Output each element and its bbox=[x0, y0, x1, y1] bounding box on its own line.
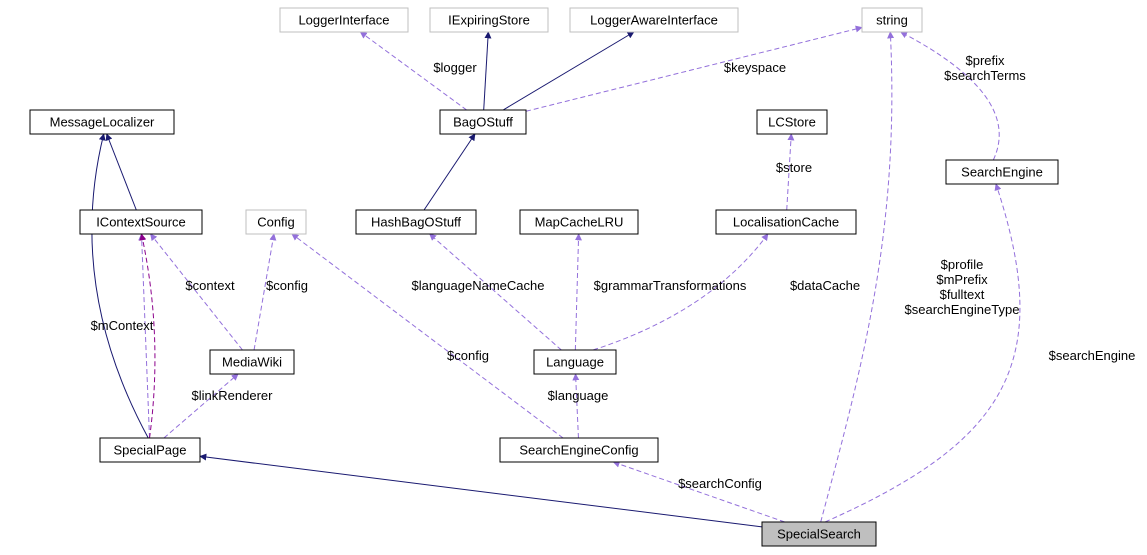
edge-label-SpecialSearch-string-3: $searchEngineType bbox=[905, 302, 1020, 317]
edge-label-SearchEngine-string-0: $prefix bbox=[965, 53, 1005, 68]
edge-label-BagOStuff-LoggerInterface: $logger bbox=[433, 60, 477, 75]
node-Language[interactable]: Language bbox=[534, 350, 616, 374]
node-Config[interactable]: Config bbox=[246, 210, 306, 234]
node-LCStore[interactable]: LCStore bbox=[757, 110, 827, 134]
edge-label-SearchEngine-string-1: $searchTerms bbox=[944, 68, 1026, 83]
edge-label-SpecialPage-MediaWiki: $linkRenderer bbox=[192, 388, 274, 403]
node-MapCacheLRU[interactable]: MapCacheLRU bbox=[520, 210, 638, 234]
node-HashBagOStuff[interactable]: HashBagOStuff bbox=[356, 210, 476, 234]
edge-SpecialPage-MessageLocalizer bbox=[92, 134, 148, 438]
edge-label-BagOStuff-string: $keyspace bbox=[724, 60, 786, 75]
node-label-IContextSource: IContextSource bbox=[96, 214, 186, 229]
edge-label-Language-LocalisationCache: $dataCache bbox=[790, 278, 860, 293]
node-IContextSource[interactable]: IContextSource bbox=[80, 210, 202, 234]
edge-label-SpecialSearch-string-1: $mPrefix bbox=[936, 272, 988, 287]
node-label-Config: Config bbox=[257, 214, 295, 229]
edge-label-SpecialPage-IContextSource: $mContext bbox=[91, 318, 154, 333]
edge-label-SpecialSearch-SearchEngine: $searchEngine bbox=[1049, 348, 1136, 363]
node-LoggerInterface[interactable]: LoggerInterface bbox=[280, 8, 408, 32]
edge-label-SearchEngineConfig-Language: $language bbox=[548, 388, 609, 403]
class-collaboration-diagram: LoggerInterface IExpiringStore LoggerAware… bbox=[0, 0, 1147, 555]
edge-SpecialSearch-SearchEngine bbox=[825, 184, 1020, 522]
node-label-LocalisationCache: LocalisationCache bbox=[733, 214, 839, 229]
node-label-IExpiringStore: IExpiringStore bbox=[448, 12, 530, 27]
edge-label-SpecialSearch-SearchEngineConfig: $searchConfig bbox=[678, 476, 762, 491]
node-MediaWiki[interactable]: MediaWiki bbox=[210, 350, 294, 374]
node-label-string: string bbox=[876, 12, 908, 27]
edge-SpecialPage-IContextSource bbox=[141, 234, 154, 438]
node-SpecialPage[interactable]: SpecialPage bbox=[100, 438, 200, 462]
node-label-SearchEngineConfig: SearchEngineConfig bbox=[519, 442, 638, 457]
node-SearchEngineConfig[interactable]: SearchEngineConfig bbox=[500, 438, 658, 462]
edge-label-MediaWiki-IContextSource: $context bbox=[185, 278, 235, 293]
edge-label-LocalisationCache-LCStore: $store bbox=[776, 160, 812, 175]
node-label-LoggerAwareInterface: LoggerAwareInterface bbox=[590, 12, 718, 27]
node-BagOStuff[interactable]: BagOStuff bbox=[440, 110, 526, 134]
edge-SearchEngine-string bbox=[901, 32, 1000, 160]
node-label-MediaWiki: MediaWiki bbox=[222, 354, 282, 369]
edge-SpecialSearch-string bbox=[821, 32, 892, 522]
node-label-MessageLocalizer: MessageLocalizer bbox=[50, 114, 155, 129]
edge-BagOStuff-string bbox=[526, 27, 862, 111]
edge-label-SpecialSearch-string-2: $fulltext bbox=[940, 287, 985, 302]
node-MessageLocalizer[interactable]: MessageLocalizer bbox=[30, 110, 174, 134]
edge-label-SpecialSearch-string-0: $profile bbox=[941, 257, 984, 272]
node-string[interactable]: string bbox=[862, 8, 922, 32]
node-label-SpecialSearch: SpecialSearch bbox=[777, 526, 861, 541]
node-label-SearchEngine: SearchEngine bbox=[961, 164, 1043, 179]
node-label-MapCacheLRU: MapCacheLRU bbox=[535, 214, 624, 229]
node-LocalisationCache[interactable]: LocalisationCache bbox=[716, 210, 856, 234]
edge-HashBagOStuff-BagOStuff bbox=[424, 134, 475, 210]
edge-label-Language-HashBagOStuff: $languageNameCache bbox=[412, 278, 545, 293]
node-SpecialSearch[interactable]: SpecialSearch bbox=[762, 522, 876, 546]
edge-SearchEngineConfig-Language bbox=[576, 374, 579, 438]
node-label-HashBagOStuff: HashBagOStuff bbox=[371, 214, 461, 229]
edge-IContextSource-MessageLocalizer bbox=[107, 134, 137, 210]
node-label-LCStore: LCStore bbox=[768, 114, 816, 129]
node-SearchEngine[interactable]: SearchEngine bbox=[946, 160, 1058, 184]
edge-SpecialPage-IContextSource bbox=[141, 234, 149, 438]
edge-SpecialSearch-SpecialPage bbox=[200, 456, 762, 527]
node-IExpiringStore[interactable]: IExpiringStore bbox=[430, 8, 548, 32]
edge-BagOStuff-LoggerAwareInterface bbox=[503, 32, 634, 110]
edge-SpecialPage-MediaWiki bbox=[164, 374, 238, 438]
edge-label-SearchEngineConfig-Config: $config bbox=[447, 348, 489, 363]
edge-SpecialSearch-SearchEngineConfig bbox=[613, 462, 784, 522]
edge-SearchEngineConfig-Config bbox=[292, 234, 563, 438]
node-label-LoggerInterface: LoggerInterface bbox=[298, 12, 389, 27]
edge-BagOStuff-IExpiringStore bbox=[484, 32, 489, 110]
node-label-BagOStuff: BagOStuff bbox=[453, 114, 513, 129]
edge-label-Language-MapCacheLRU: $grammarTransformations bbox=[594, 278, 747, 293]
edge-label-MediaWiki-Config: $config bbox=[266, 278, 308, 293]
edge-Language-MapCacheLRU bbox=[575, 234, 578, 350]
node-LoggerAwareInterface[interactable]: LoggerAwareInterface bbox=[570, 8, 738, 32]
node-label-Language: Language bbox=[546, 354, 604, 369]
node-label-SpecialPage: SpecialPage bbox=[114, 442, 187, 457]
